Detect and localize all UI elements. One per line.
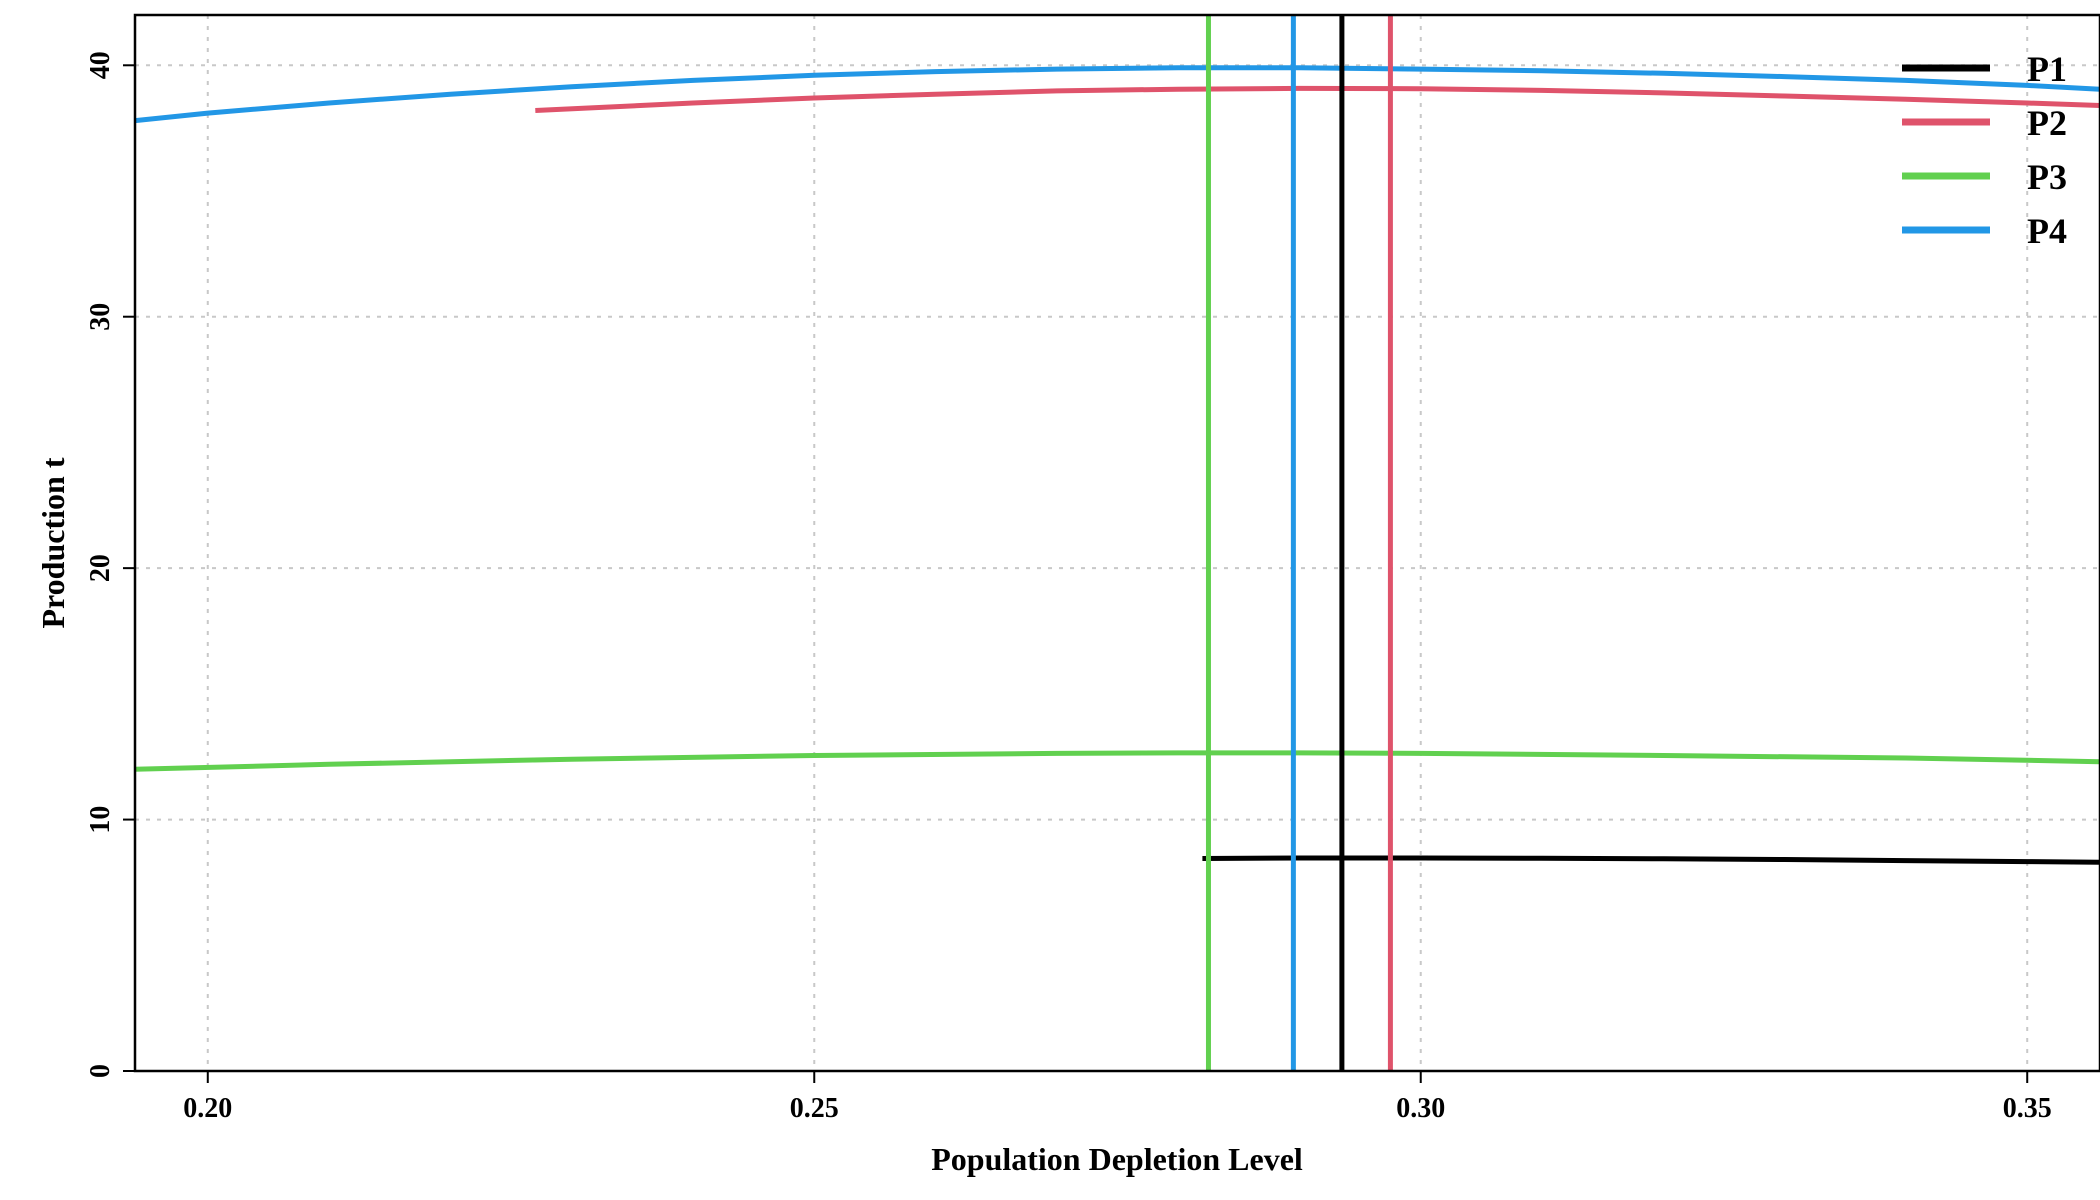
y-tick-label: 10: [85, 806, 116, 834]
y-axis-title: Production t: [35, 457, 71, 628]
legend-label-p1: P1: [2027, 49, 2067, 89]
x-tick-label: 0.30: [1396, 1093, 1445, 1124]
y-tick-label: 30: [85, 303, 116, 331]
series-line-p4: [135, 65, 2100, 124]
x-tick-label: 0.20: [183, 1093, 232, 1124]
plot-frame: [133, 13, 2100, 1073]
x-axis-title: Population Depletion Level: [931, 1141, 1303, 1177]
legend: P1 P2 P3 P4: [1902, 49, 2067, 251]
series-line-p2: [535, 85, 2100, 113]
legend-label-p2: P2: [2027, 103, 2067, 143]
x-tick-label: 0.25: [790, 1093, 839, 1124]
y-tick-label: 0: [85, 1064, 116, 1078]
legend-label-p4: P4: [2027, 211, 2067, 251]
grid: [135, 15, 2100, 1071]
x-axis: 0.20 0.25 0.30 0.35: [183, 1071, 2052, 1124]
optimum-lines: [1205, 15, 1393, 1071]
y-axis: 0 10 20 30 40: [85, 51, 135, 1078]
legend-label-p3: P3: [2027, 157, 2067, 197]
y-tick-label: 20: [85, 554, 116, 582]
x-tick-label: 0.35: [2003, 1093, 2052, 1124]
y-tick-label: 40: [85, 51, 116, 79]
series-line-p3: [135, 750, 2100, 772]
